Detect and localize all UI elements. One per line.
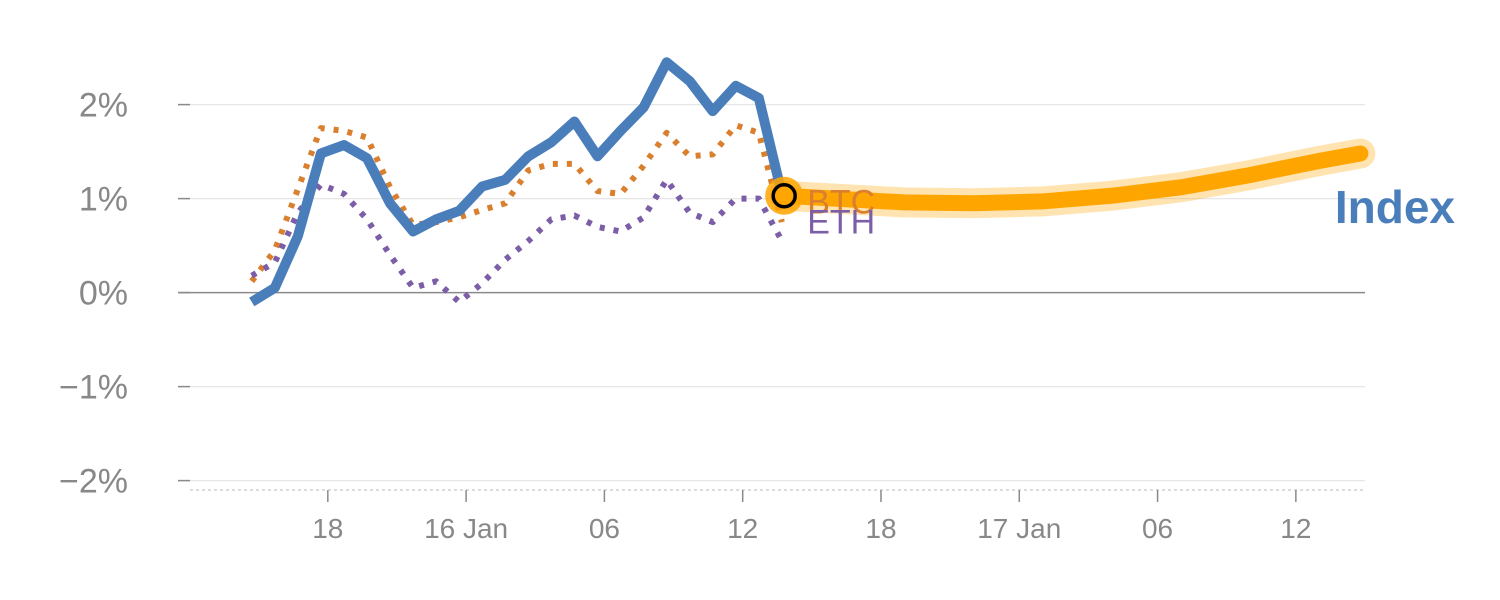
y-tick-label-4: −2% [59,463,128,501]
index-line [249,57,787,307]
y-tick-label-3: −1% [59,369,128,407]
x-tick-label-1: 16 Jan [424,513,508,544]
grid [178,103,1365,482]
x-tick-label-0: 18 [312,513,343,544]
x-axis: 18 16 Jan 06 12 18 17 Jan 06 12 [190,489,1365,544]
y-axis: 2% 1% 0% −1% −2% [59,87,190,501]
x-tick-label-5: 17 Jan [977,513,1061,544]
label-btc: BTC [807,184,875,222]
current-point-marker [771,183,797,209]
label-eth: ETH [807,203,875,241]
x-tick-label-2: 06 [589,513,620,544]
y-tick-label-1: 1% [79,181,128,219]
label-index: Index [1335,181,1456,233]
forecast-band-line [776,145,1369,212]
eth-line [250,176,785,305]
y-tick-label-2: 0% [79,275,128,313]
y-tick-label-0: 2% [79,87,128,125]
x-tick-label-7: 12 [1280,513,1311,544]
x-tick-label-3: 12 [727,513,758,544]
x-tick-label-6: 06 [1142,513,1173,544]
x-tick-label-4: 18 [865,513,896,544]
series-group [249,57,1376,307]
